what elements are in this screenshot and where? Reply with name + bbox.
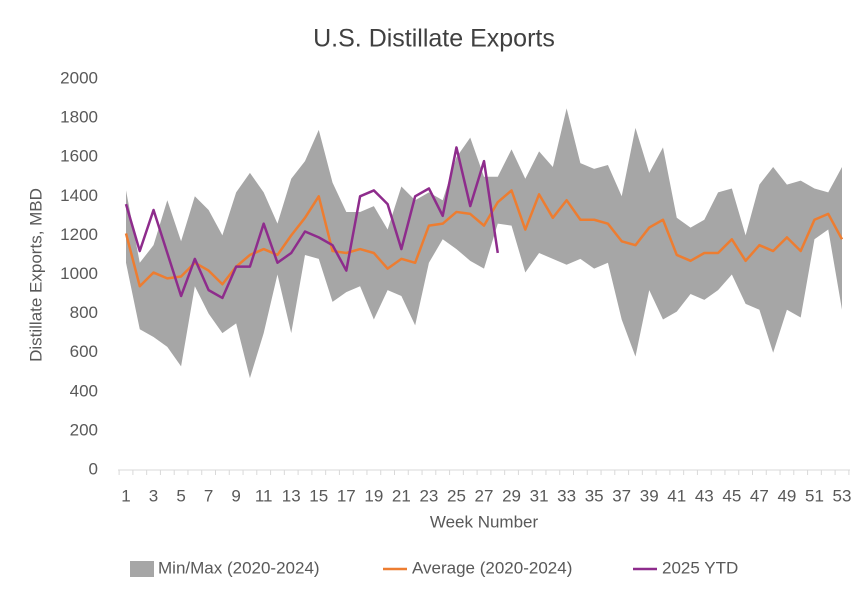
x-tick-label: 3 [149, 486, 158, 505]
legend-label: Average (2020-2024) [412, 558, 572, 577]
x-tick-label: 47 [750, 486, 769, 505]
y-tick-label: 0 [89, 459, 98, 478]
y-tick-label: 400 [70, 381, 98, 400]
series-line [124, 146, 500, 300]
y-tick-label: 200 [70, 420, 98, 439]
y-tick-label: 1200 [60, 225, 98, 244]
x-tick-label: 1 [121, 486, 130, 505]
y-tick-label: 600 [70, 342, 98, 361]
x-tick-label: 37 [612, 486, 631, 505]
x-axis-label: Week Number [430, 512, 539, 531]
x-tick-label: 7 [204, 486, 213, 505]
y-axis-label: Distillate Exports, MBD [26, 188, 45, 362]
x-tick-label: 41 [667, 486, 686, 505]
legend-label: Min/Max (2020-2024) [158, 558, 320, 577]
x-tick-label: 43 [695, 486, 714, 505]
x-tick-label: 5 [176, 486, 185, 505]
x-tick-label: 13 [282, 486, 301, 505]
x-tick-label: 33 [557, 486, 576, 505]
x-tick-label: 29 [502, 486, 521, 505]
y-tick-label: 1400 [60, 186, 98, 205]
legend-swatch [130, 561, 154, 577]
legend-label: 2025 YTD [662, 558, 738, 577]
y-tick-label: 800 [70, 303, 98, 322]
y-tick-label: 2000 [60, 68, 98, 87]
x-tick-label: 11 [255, 486, 273, 505]
series-line [124, 189, 844, 288]
x-tick-label: 23 [419, 486, 438, 505]
x-tick-label: 35 [585, 486, 604, 505]
min-max-band [126, 108, 842, 379]
x-tick-label: 15 [309, 486, 328, 505]
x-tick-label: 17 [337, 486, 356, 505]
x-tick-label: 31 [530, 486, 549, 505]
x-tick-label: 27 [475, 486, 494, 505]
x-tick-label: 25 [447, 486, 466, 505]
chart-title: U.S. Distillate Exports [313, 25, 555, 53]
x-tick-label: 53 [833, 486, 852, 505]
x-tick-label: 9 [231, 486, 240, 505]
x-tick-label: 39 [640, 486, 659, 505]
y-tick-label: 1600 [60, 147, 98, 166]
x-tick-label: 49 [777, 486, 796, 505]
x-tick-label: 21 [392, 486, 411, 505]
y-tick-label: 1000 [60, 264, 98, 283]
y-tick-label: 1800 [60, 108, 98, 127]
x-tick-label: 45 [722, 486, 741, 505]
x-tick-label: 19 [364, 486, 383, 505]
x-tick-label: 51 [805, 486, 824, 505]
